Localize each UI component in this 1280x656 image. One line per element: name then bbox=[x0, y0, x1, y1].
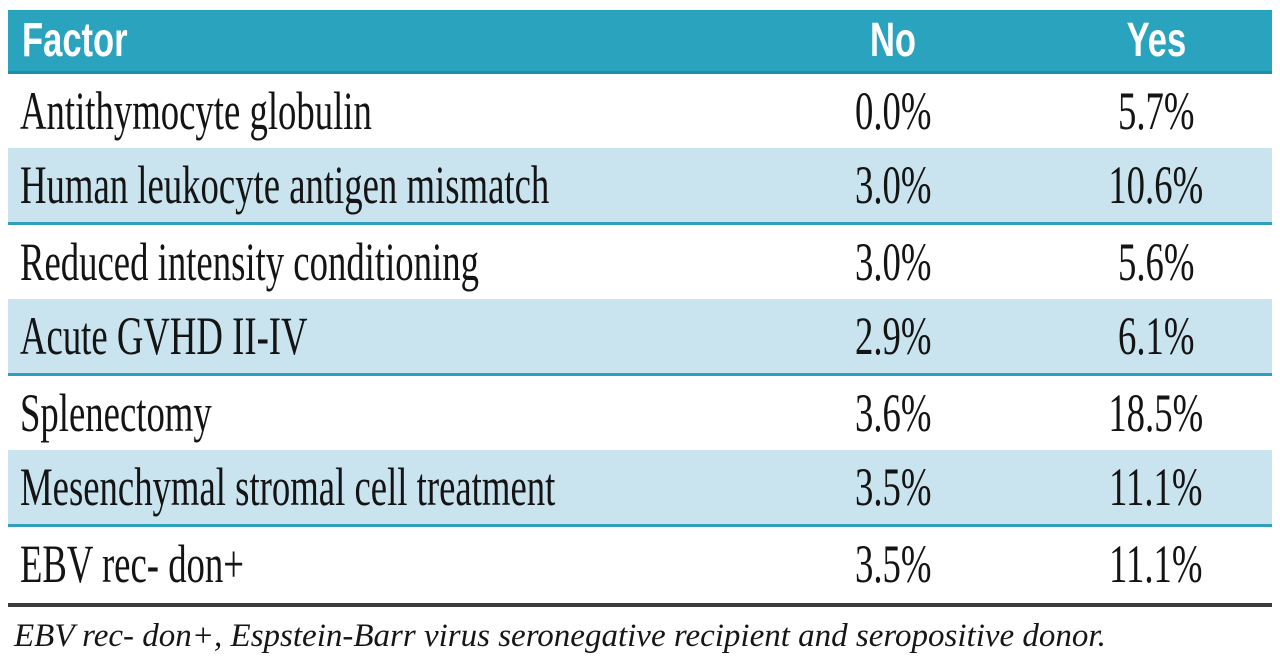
yes-cell: 5.7% bbox=[1040, 73, 1272, 149]
yes-cell: 11.1% bbox=[1040, 450, 1272, 527]
table-row: Splenectomy 3.6% 18.5% bbox=[8, 375, 1272, 451]
no-cell: 3.6% bbox=[746, 375, 1040, 451]
factor-cell-text: Human leukocyte antigen mismatch bbox=[20, 155, 550, 215]
yes-cell: 18.5% bbox=[1040, 375, 1272, 451]
yes-cell-text: 5.7% bbox=[1117, 81, 1195, 141]
yes-cell: 11.1% bbox=[1040, 526, 1272, 602]
column-header-factor-label: Factor bbox=[22, 14, 128, 67]
no-cell: 3.5% bbox=[746, 450, 1040, 527]
no-cell-text: 3.0% bbox=[854, 155, 932, 215]
header-row: Factor No Yes bbox=[8, 10, 1272, 74]
no-cell-text: 3.6% bbox=[854, 383, 932, 443]
yes-cell-text: 18.5% bbox=[1108, 383, 1204, 443]
factor-cell: Reduced intensity conditioning bbox=[8, 224, 746, 300]
factor-cell: Human leukocyte antigen mismatch bbox=[8, 148, 746, 225]
column-header-no-label: No bbox=[869, 14, 917, 67]
column-header-yes-label: Yes bbox=[1126, 14, 1186, 67]
footnote: EBV rec- don+, Espstein-Barr virus seron… bbox=[14, 618, 1106, 654]
risk-factor-table-figure: Factor No Yes Antithymocyte globulin 0.0%… bbox=[8, 10, 1272, 655]
factor-cell-text: EBV rec- don+ bbox=[20, 534, 244, 594]
factor-cell: Mesenchymal stromal cell treatment bbox=[8, 450, 746, 527]
table-body: Antithymocyte globulin 0.0% 5.7% Human leuk… bbox=[8, 73, 1272, 602]
column-header-no: No bbox=[746, 10, 1040, 74]
factor-cell-text: Acute GVHD II-IV bbox=[20, 306, 308, 366]
factor-cell: Splenectomy bbox=[8, 375, 746, 451]
no-cell: 3.5% bbox=[746, 526, 1040, 602]
factor-cell: EBV rec- don+ bbox=[8, 526, 746, 602]
no-cell-text: 3.5% bbox=[854, 534, 932, 594]
table-row: Reduced intensity conditioning 3.0% 5.6% bbox=[8, 224, 1272, 300]
factor-cell-text: Reduced intensity conditioning bbox=[20, 232, 479, 292]
factor-cell: Antithymocyte globulin bbox=[8, 73, 746, 149]
table-row: Mesenchymal stromal cell treatment 3.5% 11… bbox=[8, 450, 1272, 527]
no-cell: 0.0% bbox=[746, 73, 1040, 149]
yes-cell-text: 6.1% bbox=[1117, 306, 1195, 366]
risk-factor-table: Factor No Yes Antithymocyte globulin 0.0%… bbox=[8, 10, 1272, 601]
column-header-factor: Factor bbox=[8, 10, 746, 74]
yes-cell-text: 11.1% bbox=[1109, 457, 1203, 517]
no-cell-text: 2.9% bbox=[854, 306, 932, 366]
table-row: Acute GVHD II-IV 2.9% 6.1% bbox=[8, 299, 1272, 376]
factor-cell-text: Antithymocyte globulin bbox=[20, 81, 372, 141]
footnote-divider bbox=[8, 603, 1272, 607]
no-cell: 3.0% bbox=[746, 148, 1040, 225]
no-cell-text: 3.0% bbox=[854, 232, 932, 292]
yes-cell-text: 10.6% bbox=[1108, 155, 1204, 215]
table-row: Human leukocyte antigen mismatch 3.0% 10.6… bbox=[8, 148, 1272, 225]
yes-cell: 10.6% bbox=[1040, 148, 1272, 225]
table-row: EBV rec- don+ 3.5% 11.1% bbox=[8, 526, 1272, 602]
no-cell-text: 0.0% bbox=[854, 81, 932, 141]
table-row: Antithymocyte globulin 0.0% 5.7% bbox=[8, 73, 1272, 149]
no-cell: 2.9% bbox=[746, 299, 1040, 376]
yes-cell-text: 11.1% bbox=[1109, 534, 1203, 594]
factor-cell-text: Splenectomy bbox=[20, 383, 212, 443]
no-cell-text: 3.5% bbox=[854, 457, 932, 517]
factor-cell: Acute GVHD II-IV bbox=[8, 299, 746, 376]
table-header: Factor No Yes bbox=[8, 10, 1272, 74]
yes-cell: 6.1% bbox=[1040, 299, 1272, 376]
factor-cell-text: Mesenchymal stromal cell treatment bbox=[20, 457, 556, 517]
no-cell: 3.0% bbox=[746, 224, 1040, 300]
column-header-yes: Yes bbox=[1040, 10, 1272, 74]
yes-cell-text: 5.6% bbox=[1117, 232, 1195, 292]
yes-cell: 5.6% bbox=[1040, 224, 1272, 300]
